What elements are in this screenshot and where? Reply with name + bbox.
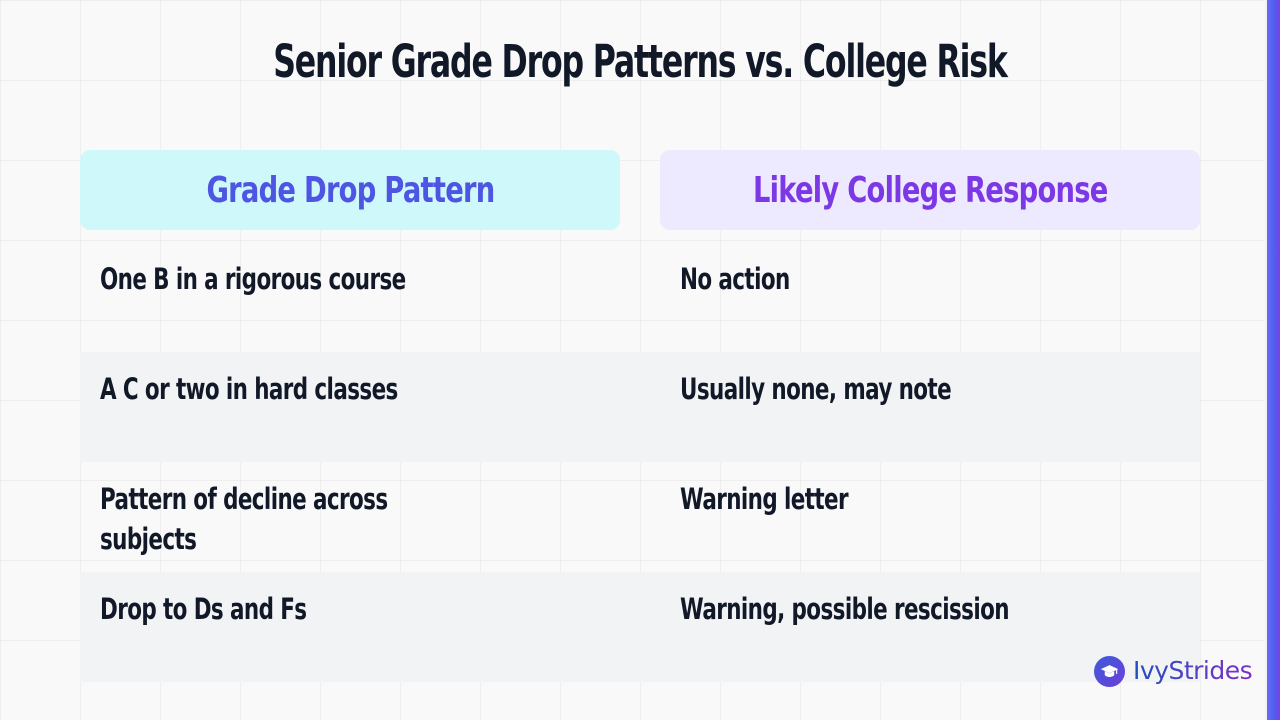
table-row: One B in a rigorous course No action <box>80 242 1200 352</box>
column-header-pattern: Grade Drop Pattern <box>80 150 620 230</box>
response-cell: Warning, possible rescission <box>680 592 1010 626</box>
pattern-cell: One B in a rigorous course <box>100 262 406 296</box>
pattern-cell: Pattern of decline across subjects <box>100 482 388 556</box>
table-row: A C or two in hard classes Usually none,… <box>80 352 1200 462</box>
table-row: Drop to Ds and Fs Warning, possible resc… <box>80 572 1200 682</box>
column-header-response-label: Likely College Response <box>752 169 1108 211</box>
response-cell: Warning letter <box>680 482 849 516</box>
response-cell: No action <box>680 262 790 296</box>
table-row: Pattern of decline across subjects Warni… <box>80 462 1200 572</box>
brand-name: IvyStrides <box>1133 656 1253 685</box>
pattern-cell: Drop to Ds and Fs <box>100 592 307 626</box>
accent-edge-bar <box>1265 0 1280 720</box>
response-cell: Usually none, may note <box>680 372 952 406</box>
pattern-cell: A C or two in hard classes <box>100 372 398 406</box>
page-title: Senior Grade Drop Patterns vs. College R… <box>273 35 1008 88</box>
column-header-pattern-label: Grade Drop Pattern <box>206 169 495 211</box>
graduation-cap-icon <box>1094 655 1125 687</box>
brand-logo: IvyStrides <box>1094 655 1253 687</box>
column-header-response: Likely College Response <box>660 150 1200 230</box>
